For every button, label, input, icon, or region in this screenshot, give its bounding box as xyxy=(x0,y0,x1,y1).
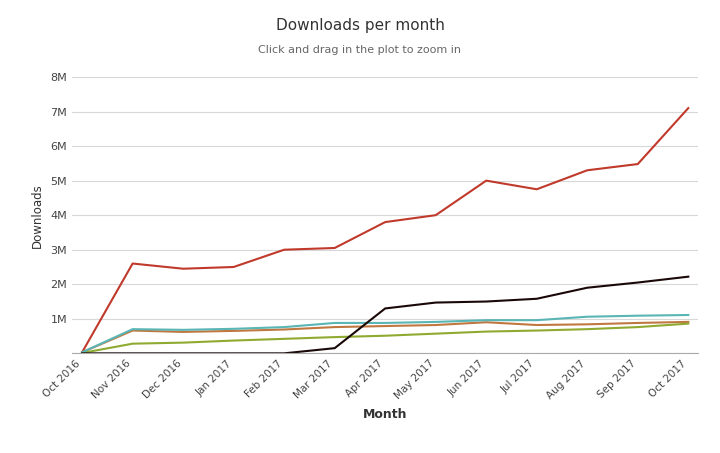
X-axis label: Month: Month xyxy=(363,408,408,421)
Text: Downloads per month: Downloads per month xyxy=(276,18,444,33)
Y-axis label: Downloads: Downloads xyxy=(30,183,43,247)
Text: Click and drag in the plot to zoom in: Click and drag in the plot to zoom in xyxy=(258,45,462,55)
